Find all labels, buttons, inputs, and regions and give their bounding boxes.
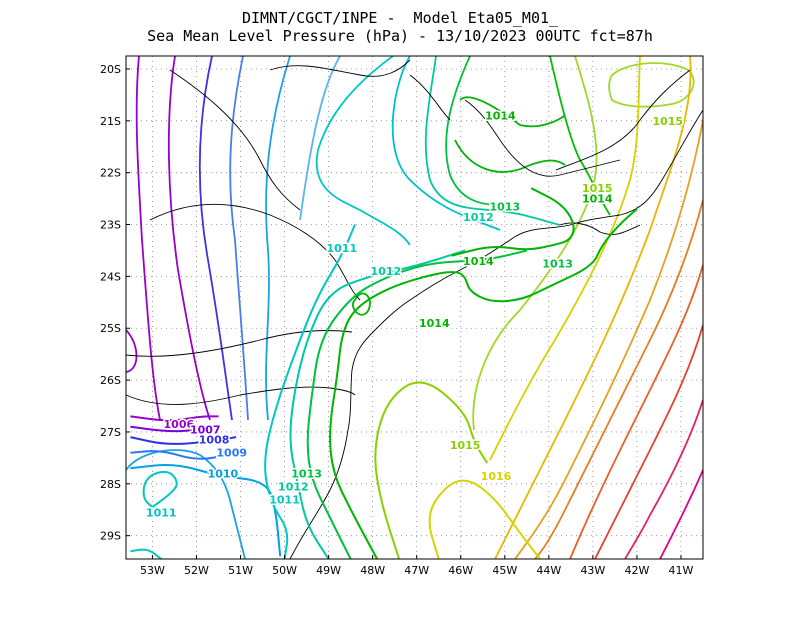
- isobar-1014: [329, 208, 638, 559]
- map-title: DIMNT/CGCT/INPE - Model Eta05_M01_: [241, 9, 559, 27]
- isobar-label: 1015: [450, 439, 481, 452]
- isobar-label: 1011: [146, 506, 177, 519]
- x-tick-label: 50W: [272, 564, 297, 577]
- x-tick-label: 47W: [404, 564, 429, 577]
- y-tick-label: 28S: [100, 478, 121, 491]
- coastline: [126, 59, 703, 559]
- x-tick-label: 45W: [492, 564, 517, 577]
- isobar-label: 1009: [216, 447, 247, 460]
- isobar-label: 1012: [371, 265, 402, 278]
- isobar-label: 1015: [652, 115, 683, 128]
- isobar-layer: [130, 187, 638, 559]
- x-tick-label: 44W: [536, 564, 561, 577]
- isobar-1007: [130, 425, 219, 433]
- isobar-label: 1012: [463, 211, 494, 224]
- isobar-1011: [142, 470, 178, 508]
- x-tick-label: 43W: [580, 564, 605, 577]
- isobar-label: 1014: [463, 255, 494, 268]
- isobar-1008: [130, 436, 237, 445]
- x-tick-label: 42W: [624, 564, 649, 577]
- isobar-label: 1016: [481, 470, 512, 483]
- x-tick-label: 52W: [184, 564, 209, 577]
- isobar-1016: [428, 479, 541, 559]
- isobar-label: 1011: [327, 242, 358, 255]
- x-tick-label: 48W: [360, 564, 385, 577]
- isobar-label-layer: 1006100710081009101010111011101110121012…: [144, 108, 684, 521]
- isobar-label: 1010: [208, 467, 239, 480]
- isobar-1014: [451, 187, 575, 257]
- isobar-1006: [130, 415, 219, 422]
- y-tick-label: 20S: [100, 63, 121, 76]
- y-tick-label: 27S: [100, 426, 121, 439]
- isobar-1011: [264, 224, 356, 559]
- axis-ticks: 53W 52W 51W 50W 49W 48W 47W 46W 45W 44W 43W 42W 41W 2…: [100, 63, 694, 577]
- y-tick-label: 26S: [100, 374, 121, 387]
- x-tick-label: 49W: [316, 564, 341, 577]
- y-tick-label: 23S: [100, 219, 121, 232]
- x-tick-label: 41W: [669, 564, 694, 577]
- isobar-label: 1015: [582, 182, 613, 195]
- isobar-1015: [374, 381, 489, 559]
- isobar-label: 1013: [291, 467, 322, 480]
- y-tick-label: 29S: [100, 530, 121, 543]
- isobar-label: 1011: [269, 493, 300, 506]
- map-subtitle: Sea Mean Level Pressure (hPa) - 13/10/20…: [147, 27, 653, 45]
- isobar-1012: [289, 249, 466, 559]
- isobar-label: 1013: [542, 257, 573, 270]
- map-frame: [125, 55, 704, 560]
- x-tick-label: 46W: [448, 564, 473, 577]
- y-tick-label: 22S: [100, 167, 121, 180]
- y-tick-label: 21S: [100, 115, 121, 128]
- isobar-label: 1007: [190, 423, 221, 436]
- isobar-label: 1013: [489, 200, 520, 213]
- grid-lines: [126, 56, 703, 559]
- isobar-label: 1014: [485, 110, 516, 123]
- isobar-label: 1014: [582, 193, 613, 206]
- x-tick-label: 53W: [140, 564, 165, 577]
- isobar-label: 1008: [199, 434, 230, 447]
- isobar-1013: [306, 249, 528, 559]
- isobar-label: 1006: [164, 418, 195, 431]
- isobar-label: 1014: [419, 317, 450, 330]
- background-isobars: [126, 56, 703, 559]
- y-tick-label: 24S: [100, 270, 121, 283]
- x-tick-label: 51W: [228, 564, 253, 577]
- isobar-1009: [130, 450, 228, 460]
- isobar-label: 1012: [278, 480, 309, 493]
- isobar-1011: [130, 548, 162, 559]
- y-tick-label: 25S: [100, 322, 121, 335]
